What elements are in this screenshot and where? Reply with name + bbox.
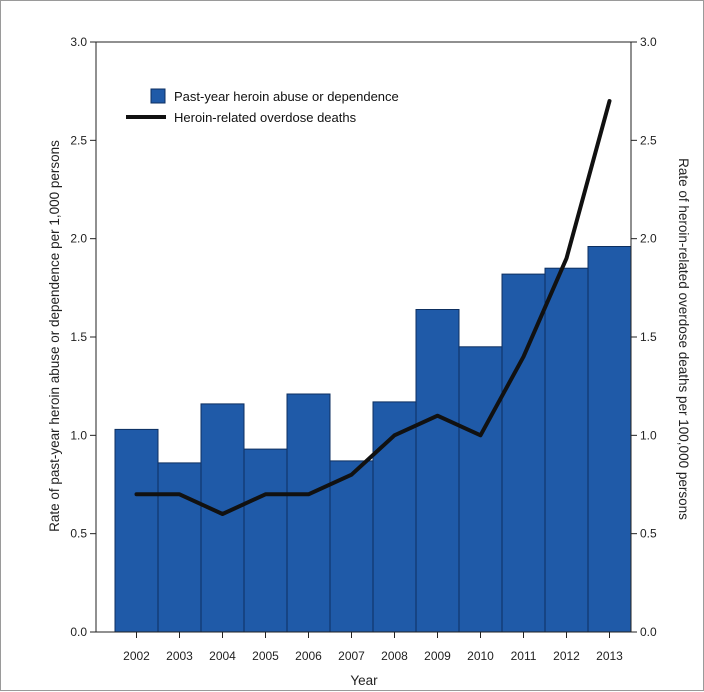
- y-tick-label-left: 3.0: [70, 35, 87, 49]
- bar-2008: [372, 401, 417, 633]
- y-tick-label-right: 1.5: [640, 330, 657, 344]
- bar-2002: [114, 428, 159, 633]
- line-group: [134, 99, 612, 516]
- bar-2013: [587, 246, 632, 633]
- x-tick-label: 2002: [123, 649, 150, 663]
- x-tick-label: 2007: [338, 649, 365, 663]
- x-tick-label: 2009: [424, 649, 451, 663]
- legend: Past-year heroin abuse or dependence Her…: [126, 88, 399, 125]
- x-tick-label: 2012: [553, 649, 580, 663]
- x-tick-label: 2004: [209, 649, 236, 663]
- y-tick-label-left: 0.0: [70, 625, 87, 639]
- y-tick-label-right: 0.5: [640, 527, 657, 541]
- legend-swatch-heroin-abuse: [150, 88, 166, 104]
- bar-2003: [157, 462, 202, 633]
- x-tick-label: 2006: [295, 649, 322, 663]
- y-tick-label-left: 1.5: [70, 330, 87, 344]
- x-tick-label: 2011: [511, 649, 537, 663]
- series-line-overdose-deaths: [134, 99, 612, 516]
- bar-2006: [286, 393, 331, 633]
- y-tick-label-left: 1.0: [70, 428, 87, 442]
- bar-2010: [458, 346, 503, 633]
- y-tick-label-right: 1.0: [640, 428, 657, 442]
- x-tick-label: 2003: [166, 649, 193, 663]
- y-tick-label-left: 2.0: [70, 232, 87, 246]
- y-tick-label-left: 2.5: [70, 133, 87, 147]
- x-tick-label: 2008: [381, 649, 408, 663]
- y-tick-label-right: 3.0: [640, 35, 657, 49]
- legend-label-heroin-abuse: Past-year heroin abuse or dependence: [174, 89, 399, 104]
- x-tick-label: 2013: [596, 649, 623, 663]
- bars-group: [114, 246, 632, 633]
- bar-2004: [200, 403, 245, 633]
- bar-2012: [544, 267, 589, 633]
- x-axis-title: Year: [350, 673, 378, 688]
- bar-2007: [329, 460, 374, 633]
- y-axis-title-left: Rate of past-year heroin abuse or depend…: [47, 140, 62, 532]
- x-tick-label: 2010: [467, 649, 494, 663]
- bar-2005: [243, 448, 288, 633]
- y-axis-title-right: Rate of heroin-related overdose deaths p…: [676, 158, 691, 520]
- bar-2011: [501, 273, 546, 633]
- ticks-group: 0.0 0.5 1.0 1.5 2.0 2.5 3.0 0.0 0.5 1.0 1.5 2.0 2.5 3…: [70, 35, 657, 663]
- bar-2009: [415, 309, 460, 633]
- y-tick-label-right: 2.5: [640, 133, 657, 147]
- legend-label-overdose-deaths: Heroin-related overdose deaths: [174, 110, 357, 125]
- y-tick-label-left: 0.5: [70, 527, 87, 541]
- y-tick-label-right: 2.0: [640, 232, 657, 246]
- x-tick-label: 2005: [252, 649, 279, 663]
- y-tick-label-right: 0.0: [640, 625, 657, 639]
